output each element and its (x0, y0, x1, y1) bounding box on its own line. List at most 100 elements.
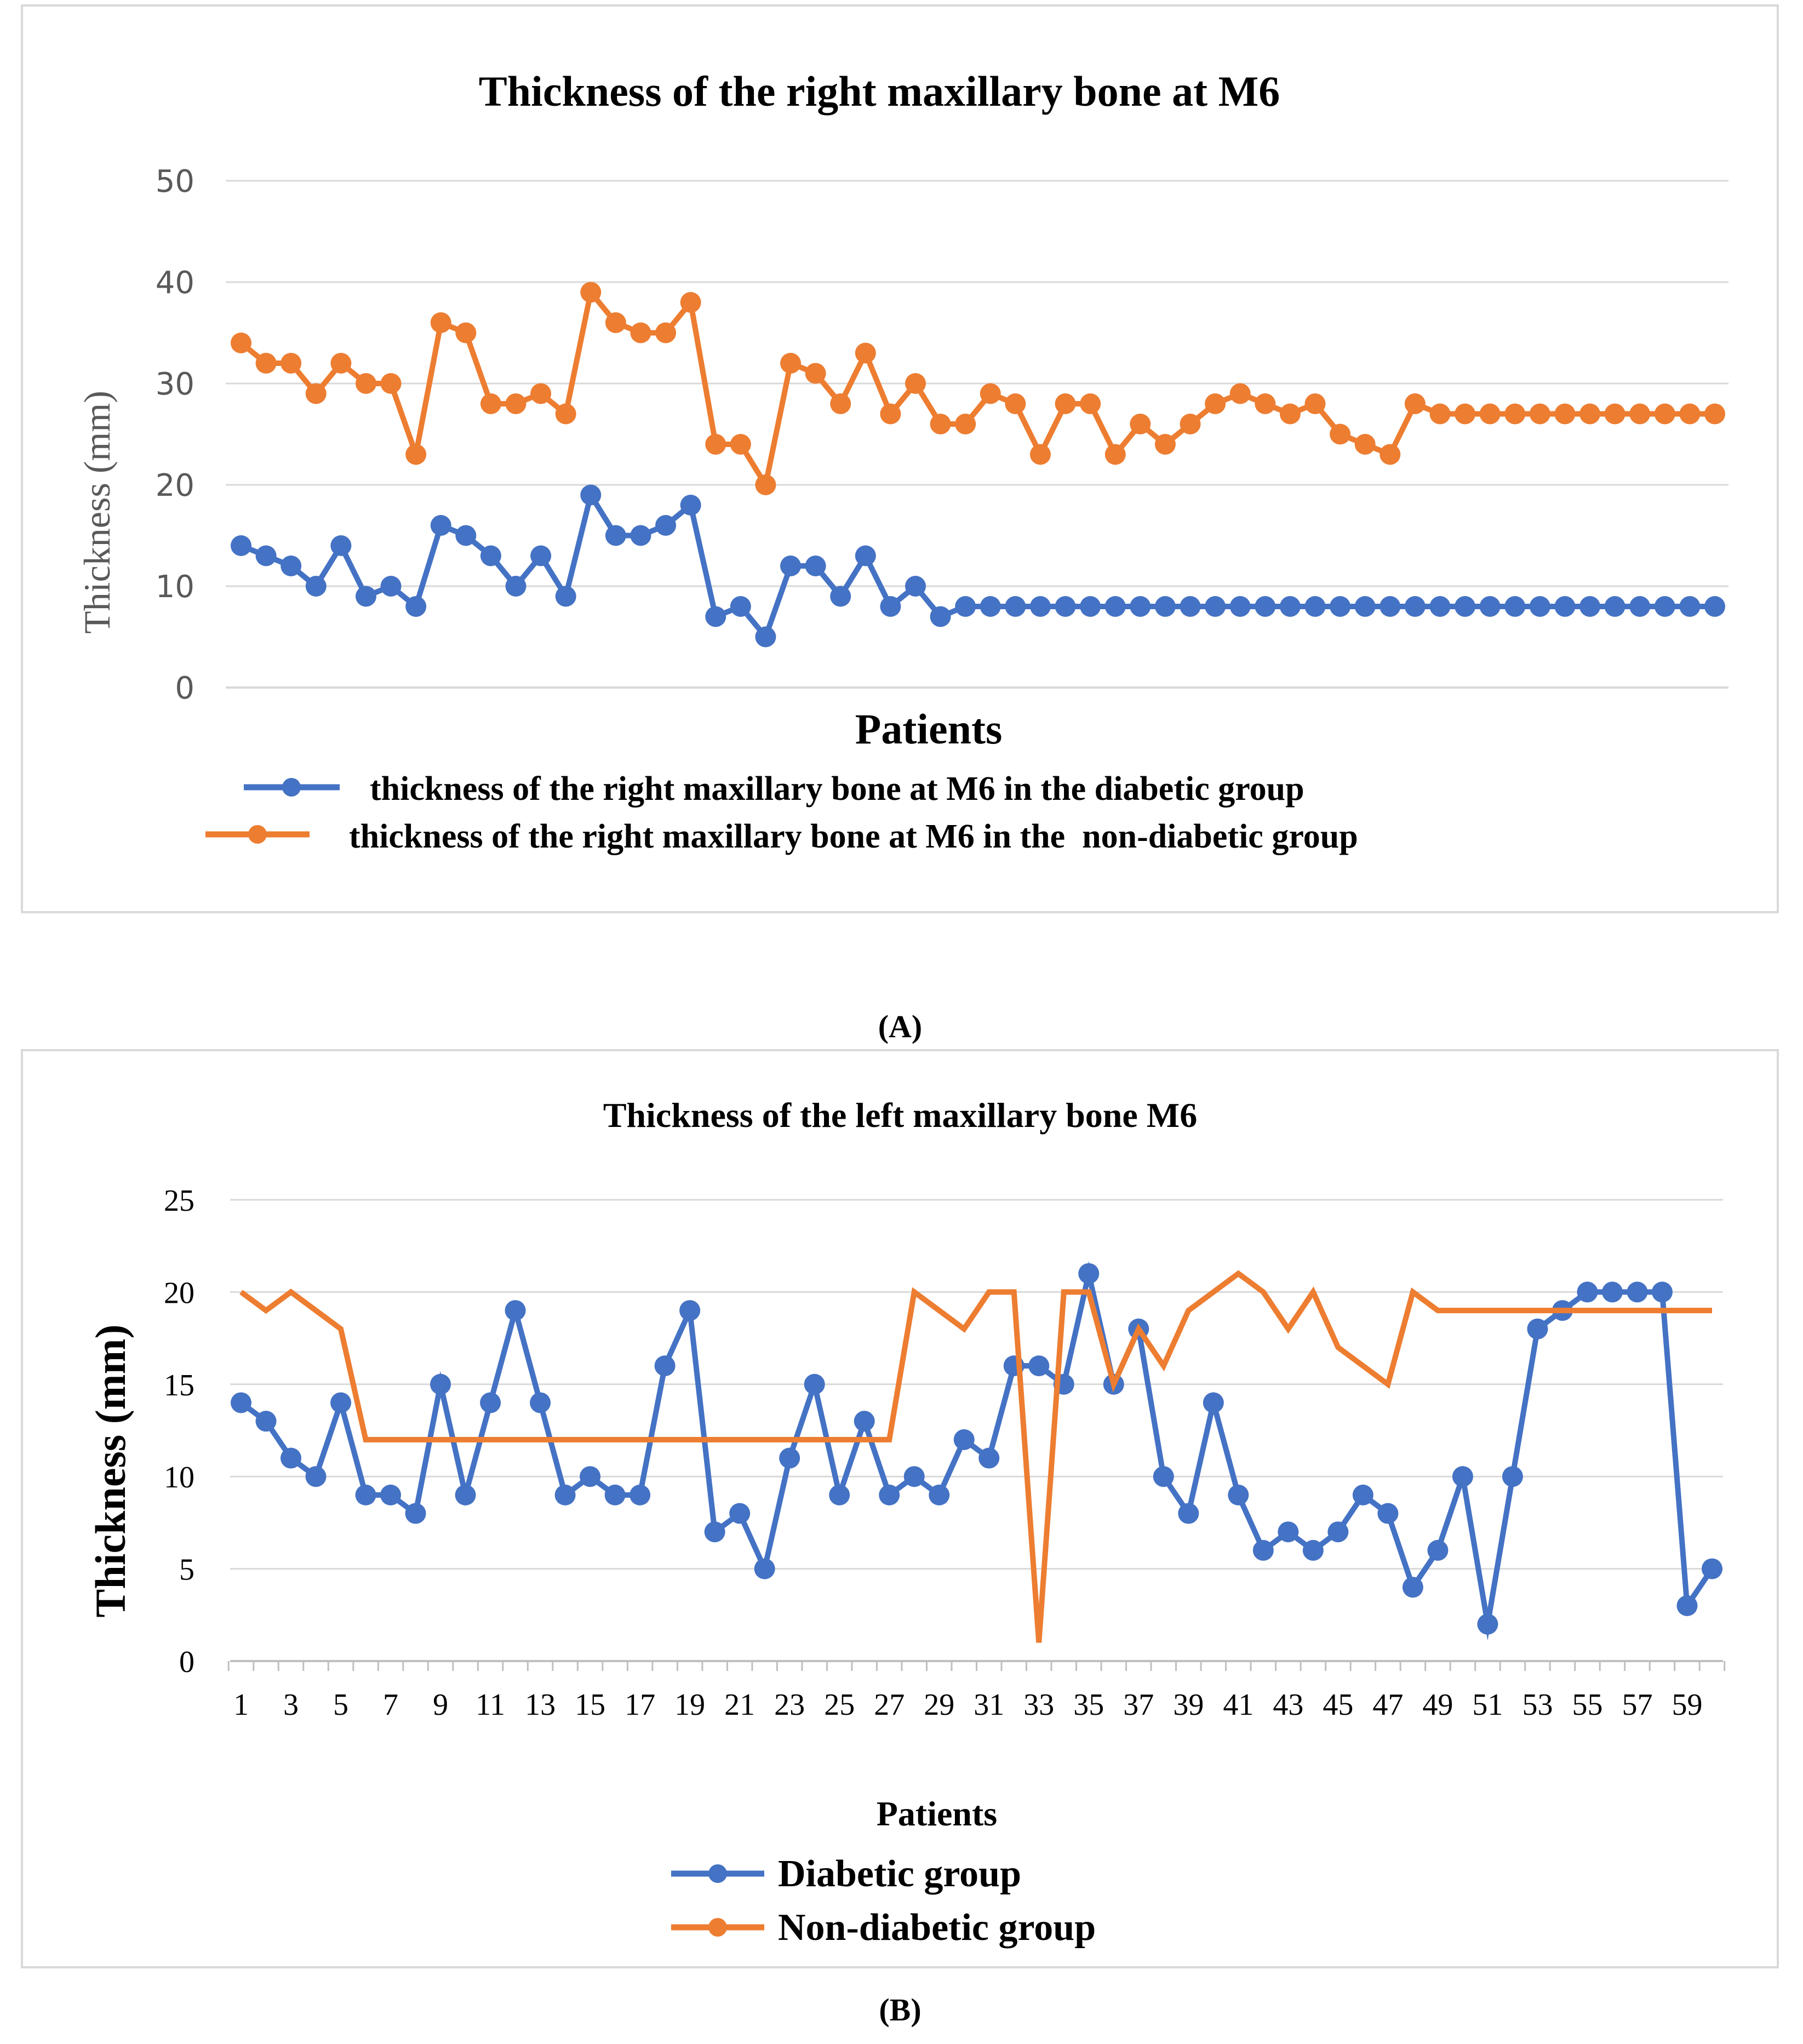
chart-a-diabetic-point (955, 596, 976, 617)
chart-a-y-tick-label: 20 (156, 468, 194, 503)
chart-b-diabetic-point (654, 1355, 676, 1377)
chart-a-diabetic-point (1579, 596, 1601, 617)
chart-b-diabetic-point (929, 1484, 950, 1505)
chart-a-frame (21, 4, 1779, 913)
chart-b-x-tick-label: 39 (1173, 1688, 1204, 1722)
chart-b-x-tick-label: 37 (1123, 1688, 1154, 1722)
chart-b-legend: Diabetic group Non-diabetic group (671, 1853, 1096, 1949)
chart-a-non-diabetic-point (1029, 444, 1051, 465)
chart-b-x-tick-label: 45 (1323, 1688, 1353, 1722)
chart-b-x-tick-label: 53 (1522, 1688, 1553, 1722)
chart-a-diabetic-point (1255, 596, 1276, 617)
chart-b-x-tick-label: 55 (1572, 1688, 1602, 1722)
chart-a-non-diabetic-point (1704, 403, 1725, 425)
chart-a-diabetic-point (980, 596, 1001, 617)
chart-a-diabetic-point (1005, 596, 1026, 617)
chart-a-diabetic-point (1304, 596, 1326, 617)
chart-a-diabetic-point (1629, 596, 1651, 617)
chart-b-diabetic-point (1452, 1466, 1473, 1487)
chart-a-non-diabetic-point (755, 474, 776, 495)
chart-a-non-diabetic-point (855, 342, 876, 364)
chart-a-non-diabetic-point (330, 353, 352, 374)
chart-b-y-axis-label: Thickness (mm) (87, 1324, 134, 1617)
legend-a-diabetic-label: thickness of the right maxillary bone at… (370, 770, 1304, 808)
chart-b-x-tick-label: 23 (774, 1688, 805, 1722)
chart-a-non-diabetic-point (281, 353, 302, 374)
chart-a-non-diabetic-point (1579, 403, 1601, 425)
chart-a-non-diabetic-point (980, 383, 1001, 404)
chart-b-diabetic-point (604, 1484, 626, 1505)
chart-b-diabetic-point (1078, 1263, 1100, 1284)
chart-b-title: Thickness of the left maxillary bone M6 (603, 1096, 1197, 1135)
chart-a-non-diabetic-point (1404, 393, 1426, 414)
chart-b-y-tick-label: 25 (164, 1184, 194, 1218)
chart-a-diabetic-point (505, 576, 526, 597)
chart-b-non-diabetic-series-line (239, 1270, 1712, 1643)
chart-a-non-diabetic-point (1529, 403, 1550, 425)
chart-a-diabetic-point (355, 586, 376, 607)
chart-b-diabetic-point (754, 1558, 775, 1579)
chart-b-diabetic-point (1327, 1521, 1349, 1543)
chart-a-non-diabetic-point (1104, 444, 1126, 465)
chart-b-diabetic-point (1178, 1503, 1199, 1524)
legend-b-non-diabetic-marker-icon (708, 1918, 727, 1937)
chart-a-diabetic-point (555, 586, 576, 607)
chart-b-x-tick-label: 15 (575, 1688, 605, 1722)
chart-a-non-diabetic-point (1255, 393, 1276, 414)
chart-a-diabetic-point (855, 545, 876, 566)
chart-b-x-tick-label: 13 (525, 1688, 556, 1722)
chart-b-diabetic-point (1702, 1558, 1722, 1579)
chart-a-y-tick-label: 40 (156, 265, 194, 301)
chart-b-x-tick-label: 29 (924, 1688, 954, 1722)
chart-b-x-tick-label: 1 (233, 1688, 249, 1722)
chart-b-diabetic-point (779, 1447, 800, 1469)
chart-a-diabetic-point (880, 596, 901, 617)
chart-a-y-tick-label: 30 (156, 367, 194, 402)
chart-a-legend: thickness of the right maxillary bone at… (205, 770, 1358, 855)
chart-b-x-tick-label: 5 (333, 1688, 348, 1722)
chart-a-non-diabetic-point (1180, 414, 1201, 434)
chart-b-x-tick-label: 9 (433, 1688, 448, 1722)
chart-a-diabetic-point (1229, 596, 1251, 617)
chart-a-non-diabetic-point (1304, 393, 1326, 414)
chart-a-non-diabetic-point (1554, 403, 1576, 425)
chart-b-x-tick-label: 57 (1622, 1688, 1652, 1722)
legend-a-diabetic-marker-icon (282, 778, 301, 797)
chart-a-non-diabetic-point (830, 393, 851, 414)
chart-b-y-tick-label: 0 (179, 1645, 194, 1679)
chart-b-diabetic-point (704, 1521, 725, 1543)
chart-a-diabetic-point (1529, 596, 1550, 617)
chart-a-diabetic-point (1354, 596, 1376, 617)
chart-a-diabetic-point (1154, 596, 1176, 617)
chart-b-diabetic-point (1028, 1355, 1050, 1377)
chart-b-diabetic-point (1651, 1281, 1673, 1303)
chart-a-non-diabetic-point (255, 353, 277, 374)
chart-b-x-tick-label: 43 (1273, 1688, 1303, 1722)
chart-b-diabetic-point (1502, 1466, 1523, 1487)
chart-a-diabetic-point (255, 545, 277, 566)
chart-b-x-tick-label: 35 (1073, 1688, 1104, 1722)
chart-a-non-diabetic-point (430, 312, 451, 333)
chart-a-diabetic-point (730, 596, 751, 617)
chart-a-diabetic-point (305, 576, 327, 597)
chart-b-diabetic-point (480, 1392, 501, 1413)
chart-a-non-diabetic-point (1654, 403, 1675, 425)
chart-a-y-tick-label: 0 (175, 671, 194, 706)
chart-a-diabetic-point (405, 596, 427, 617)
chart-a-diabetic-point (1180, 596, 1201, 617)
chart-a-non-diabetic-point (1429, 403, 1451, 425)
caption-b: (B) (879, 1992, 921, 2028)
chart-a-diabetic-point (805, 556, 826, 576)
chart-b-y-tick-label: 20 (164, 1276, 194, 1310)
chart-b-frame (21, 1049, 1779, 1968)
chart-a-y-axis-label: Thickness (mm) (76, 391, 118, 634)
chart-a-non-diabetic-point (705, 434, 726, 455)
chart-b-x-tick-label: 33 (1023, 1688, 1054, 1722)
chart-a-non-diabetic-point (680, 292, 701, 313)
chart-b-diabetic-point (953, 1429, 975, 1450)
chart-a-diabetic-point (1479, 596, 1501, 617)
chart-b-diabetic-point (1627, 1281, 1648, 1303)
chart-b-y-tick-label: 10 (164, 1461, 194, 1495)
chart-a-diabetic-point (1029, 596, 1051, 617)
